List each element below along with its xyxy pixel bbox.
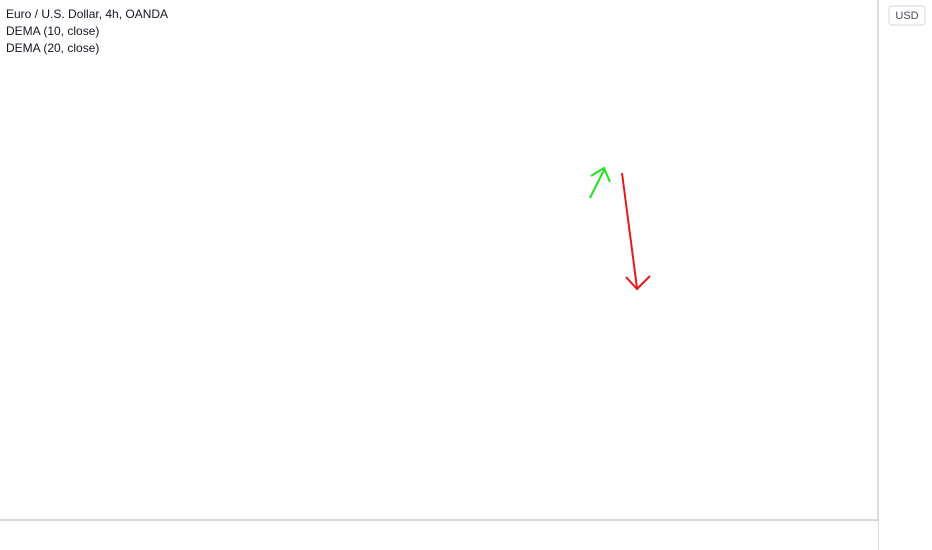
red-arrow — [621, 172, 638, 289]
green-arrow — [589, 169, 605, 199]
indicator-legend: DEMA (10, close) — [6, 24, 99, 38]
price-axis — [878, 0, 932, 550]
currency-label[interactable]: USD — [895, 10, 918, 22]
green-arrow-head — [590, 166, 611, 183]
time-axis — [0, 520, 878, 550]
currency-badge[interactable] — [888, 5, 926, 26]
indicator-legend: DEMA (20, close) — [6, 41, 99, 55]
red-arrow-head — [625, 275, 651, 291]
chart-title: Euro / U.S. Dollar, 4h, OANDA — [6, 7, 168, 21]
